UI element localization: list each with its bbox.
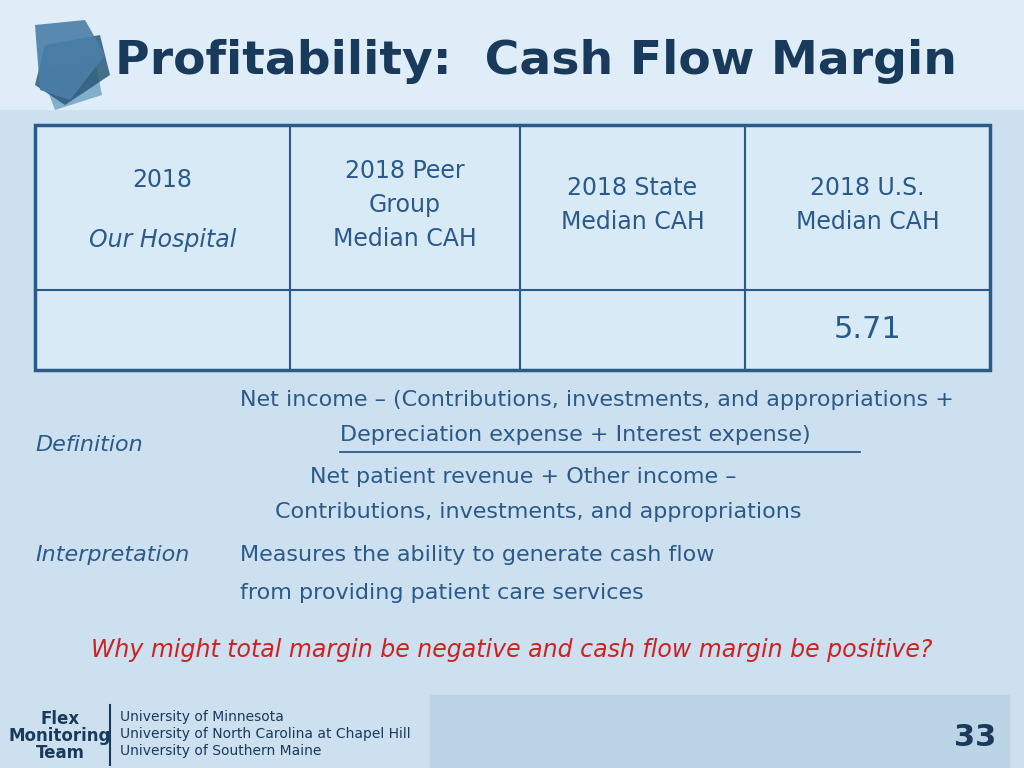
- FancyBboxPatch shape: [35, 125, 990, 370]
- Polygon shape: [40, 60, 102, 110]
- Text: University of Southern Maine: University of Southern Maine: [120, 744, 322, 758]
- Text: University of North Carolina at Chapel Hill: University of North Carolina at Chapel H…: [120, 727, 411, 741]
- Text: Net income – (Contributions, investments, and appropriations +: Net income – (Contributions, investments…: [240, 390, 954, 410]
- Text: Interpretation: Interpretation: [35, 545, 189, 565]
- Text: Flex: Flex: [40, 710, 80, 728]
- Text: Contributions, investments, and appropriations: Contributions, investments, and appropri…: [275, 502, 802, 522]
- FancyBboxPatch shape: [430, 695, 1010, 768]
- Text: 2018 Peer
Group
Median CAH: 2018 Peer Group Median CAH: [333, 160, 477, 250]
- Text: Net patient revenue + Other income –: Net patient revenue + Other income –: [310, 467, 736, 487]
- Text: Profitability:  Cash Flow Margin: Profitability: Cash Flow Margin: [115, 39, 957, 84]
- Polygon shape: [35, 35, 110, 105]
- Text: Team: Team: [36, 744, 85, 762]
- Text: Why might total margin be negative and cash flow margin be positive?: Why might total margin be negative and c…: [91, 638, 933, 662]
- Text: 5.71: 5.71: [834, 316, 901, 345]
- Text: University of Minnesota: University of Minnesota: [120, 710, 284, 724]
- Text: Depreciation expense + Interest expense): Depreciation expense + Interest expense): [340, 425, 811, 445]
- Text: Measures the ability to generate cash flow: Measures the ability to generate cash fl…: [240, 545, 715, 565]
- Text: from providing patient care services: from providing patient care services: [240, 583, 644, 603]
- Text: Monitoring: Monitoring: [9, 727, 112, 745]
- Text: 33: 33: [954, 723, 996, 753]
- FancyBboxPatch shape: [0, 0, 1024, 110]
- Text: 2018 State
Median CAH: 2018 State Median CAH: [560, 176, 705, 233]
- Text: Definition: Definition: [35, 435, 142, 455]
- Text: Our Hospital: Our Hospital: [89, 228, 237, 252]
- Text: 2018 U.S.
Median CAH: 2018 U.S. Median CAH: [796, 176, 939, 233]
- Text: 2018: 2018: [132, 168, 193, 192]
- Polygon shape: [35, 20, 105, 100]
